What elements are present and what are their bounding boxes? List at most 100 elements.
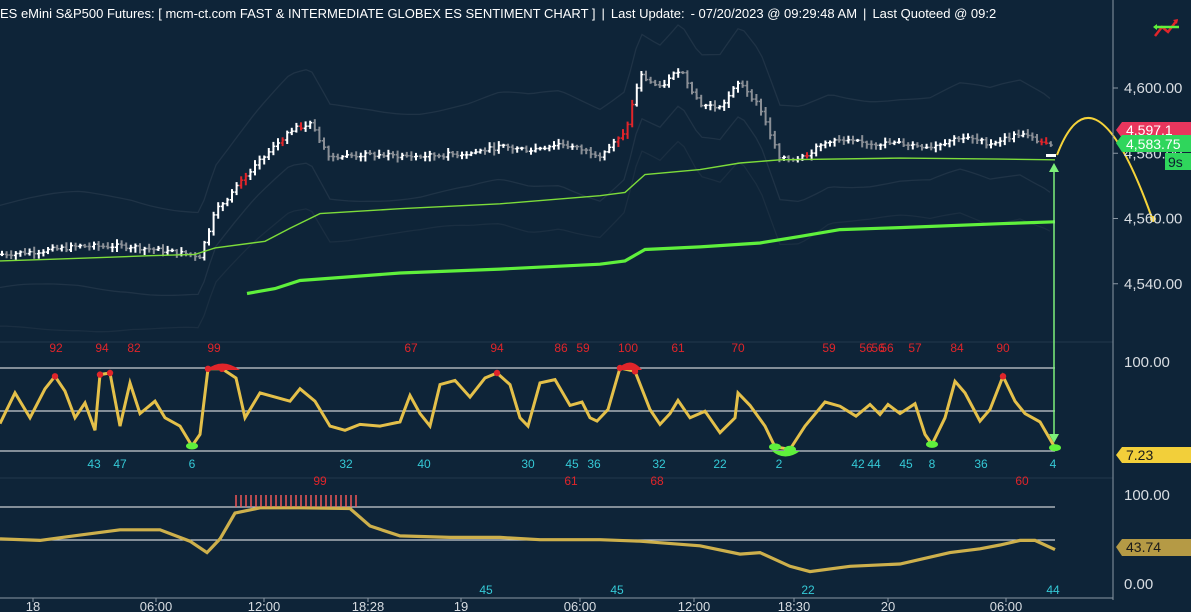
price-bar (1025, 129, 1030, 139)
fast-high-zone (106, 369, 114, 377)
price-bar (455, 151, 460, 159)
price-bar (736, 80, 740, 93)
price-bar (915, 142, 920, 148)
fast-low-zone (186, 442, 198, 450)
fast-high-zone (617, 362, 642, 370)
price-tick-label: 4,600.00 (1124, 80, 1182, 97)
price-bar (239, 176, 244, 189)
intermediate-peak-label: 99 (313, 474, 327, 488)
price-bar (257, 155, 262, 170)
chart-title-text: ES eMini S&P500 Futures: [ mcm-ct.com FA… (0, 6, 596, 21)
price-bar (846, 135, 851, 144)
price-bar (800, 153, 805, 161)
fast-low-zone (769, 443, 781, 451)
price-bar (524, 145, 529, 153)
price-bar (763, 107, 768, 126)
fast-peak-label: 56 (871, 341, 885, 355)
fast-high-zone (631, 368, 639, 375)
price-bar (202, 240, 207, 261)
countdown-marker (1165, 153, 1191, 170)
price-bar (621, 129, 625, 141)
price-bar (496, 141, 501, 154)
price-bar (110, 243, 115, 253)
intermediate-tick-label: 0.00 (1124, 576, 1153, 593)
price-bar (864, 140, 869, 149)
intermediate-peak-label: 68 (650, 474, 664, 488)
price-bar (979, 137, 984, 145)
price-bar (326, 145, 331, 161)
price-bar (943, 139, 947, 147)
top-price-marker-label: 4,597.1 (1126, 122, 1173, 138)
top-price-marker (1116, 122, 1191, 138)
price-bar (349, 152, 354, 159)
price-bar (87, 242, 92, 251)
price-bar (667, 74, 671, 88)
price-bar (791, 157, 796, 162)
price-bar (731, 86, 736, 98)
envelope-band (0, 24, 1051, 214)
price-bar (193, 252, 198, 261)
price-bar (561, 139, 566, 149)
price-bar (602, 150, 607, 161)
trend-arrows-icon[interactable] (1152, 14, 1182, 40)
fast-trough-label: 47 (113, 457, 127, 471)
price-bar (78, 243, 83, 249)
price-bar (818, 143, 823, 152)
fast-peak-label: 56 (859, 341, 873, 355)
price-bar (1012, 131, 1016, 143)
price-bar (216, 202, 221, 219)
link-arrow-head-down (1049, 434, 1059, 443)
price-bar (289, 127, 294, 136)
price-bar (662, 79, 667, 88)
price-tick-label: 4,540.00 (1124, 276, 1182, 293)
price-bar (565, 140, 570, 150)
price-bar (630, 99, 635, 128)
price-bar (874, 142, 878, 150)
chart-title: ES eMini S&P500 Futures: [ mcm-ct.com FA… (0, 6, 997, 21)
fast-trough-label: 32 (339, 457, 353, 471)
price-bar (299, 122, 303, 131)
price-bar (648, 76, 653, 84)
price-bar (644, 70, 648, 82)
price-bar (27, 248, 32, 256)
price-bar (575, 144, 579, 150)
fast-trough-label: 30 (521, 457, 535, 471)
fast-trough-label: 40 (417, 457, 431, 471)
time-tick-label: 12:00 (248, 599, 281, 612)
price-bar (147, 243, 152, 253)
last-price-marker-label: 4,583.75 (1126, 136, 1181, 152)
price-bar (358, 152, 363, 162)
price-bar (639, 71, 644, 92)
last-price-tick (1046, 154, 1056, 157)
price-bar (690, 81, 694, 95)
price-bar (119, 240, 124, 249)
fast-trough-label: 36 (974, 457, 988, 471)
price-bar (961, 133, 966, 144)
price-bar (395, 150, 400, 163)
price-bar (676, 68, 681, 78)
time-tick-label: 18:28 (352, 599, 385, 612)
price-bar (96, 241, 101, 251)
price-bar (478, 148, 483, 154)
price-bar (363, 150, 368, 162)
price-bar (786, 155, 791, 163)
price-bar (197, 254, 202, 259)
price-bar (883, 137, 888, 149)
price-bar (184, 250, 188, 257)
fast-trough-label: 36 (587, 457, 601, 471)
fast-peak-label: 82 (127, 341, 141, 355)
price-bar (165, 245, 170, 255)
price-bar (59, 244, 64, 252)
price-bar (1048, 141, 1053, 147)
time-tick-label: 06:00 (990, 599, 1023, 612)
fast-high-zone (204, 365, 212, 372)
fast-peak-label: 57 (908, 341, 922, 355)
price-bar (975, 133, 980, 144)
price-bar (795, 156, 800, 163)
fast-trough-label: 45 (899, 457, 913, 471)
envelope-band (0, 105, 1051, 297)
price-bar (906, 142, 911, 151)
price-bar (878, 143, 883, 150)
price-bar (41, 249, 46, 257)
price-bar (634, 83, 639, 107)
